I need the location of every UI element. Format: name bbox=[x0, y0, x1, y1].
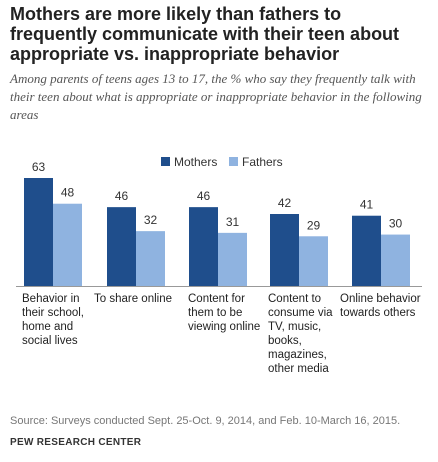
bar-fathers-2 bbox=[218, 232, 247, 286]
data-label-mothers-2: 46 bbox=[197, 189, 211, 203]
category-label-4: Online behavior towards others bbox=[340, 293, 421, 319]
data-label-fathers-4: 30 bbox=[389, 217, 403, 231]
chart-title: Mothers are more likely than fathers to … bbox=[10, 4, 400, 64]
data-label-fathers-3: 29 bbox=[307, 218, 321, 232]
bar-fathers-4 bbox=[381, 234, 410, 286]
bar-chart: 63 48 46 32 46 31 42 29 41 30 Mothers Fathers bbox=[16, 155, 422, 287]
bar-fathers-1 bbox=[136, 231, 165, 286]
category-label-0: Behavior in their school, home and socia… bbox=[22, 293, 85, 347]
bar-fathers-3 bbox=[299, 236, 328, 286]
bar-mothers-2 bbox=[189, 207, 218, 286]
bar-mothers-3 bbox=[270, 214, 299, 286]
legend-swatch-mothers bbox=[161, 157, 170, 166]
category-label-2: Content for them to be viewing online bbox=[188, 293, 261, 333]
data-label-fathers-2: 31 bbox=[226, 215, 240, 229]
legend-swatch-fathers bbox=[229, 157, 238, 166]
bar-fathers-0 bbox=[53, 203, 82, 286]
data-label-fathers-1: 32 bbox=[144, 213, 158, 227]
chart-subtitle: Among parents of teens ages 13 to 17, th… bbox=[10, 71, 422, 122]
bar-mothers-1 bbox=[107, 207, 136, 286]
data-label-mothers-4: 41 bbox=[360, 198, 374, 212]
data-label-mothers-3: 42 bbox=[278, 196, 292, 210]
organization-name: PEW RESEARCH CENTER bbox=[10, 437, 142, 448]
bar-mothers-4 bbox=[352, 215, 381, 286]
legend-label-fathers: Fathers bbox=[242, 155, 283, 169]
legend-label-mothers: Mothers bbox=[174, 155, 217, 169]
category-label-1: To share online bbox=[94, 293, 172, 305]
data-label-fathers-0: 48 bbox=[61, 186, 75, 200]
data-label-mothers-1: 46 bbox=[115, 189, 129, 203]
data-label-mothers-0: 63 bbox=[32, 160, 46, 174]
source-note: Source: Surveys conducted Sept. 25-Oct. … bbox=[10, 415, 401, 427]
bar-mothers-0 bbox=[24, 178, 53, 286]
category-label-3: Content to consume via TV, music, books,… bbox=[268, 293, 333, 375]
